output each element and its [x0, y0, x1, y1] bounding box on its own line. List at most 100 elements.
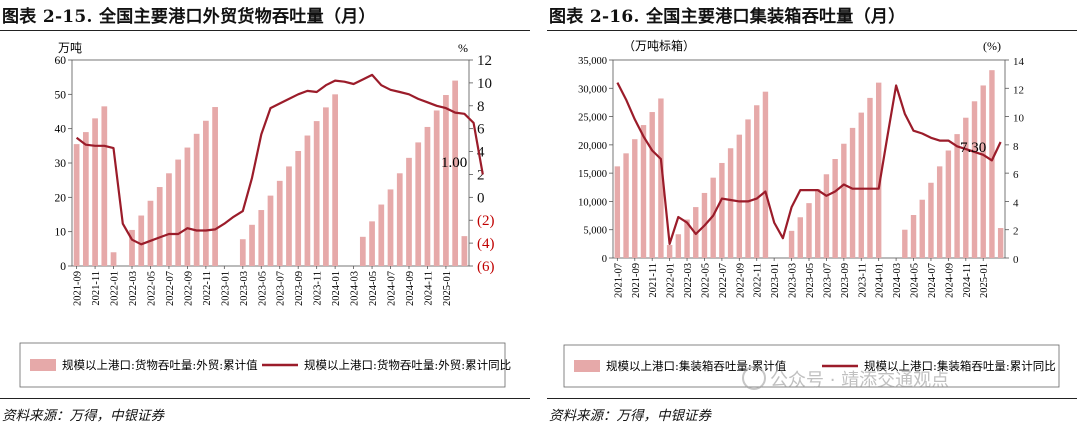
x-tick-label: 2022-01 — [666, 263, 677, 298]
right-tick-label: 4 — [477, 145, 485, 161]
x-tick-label: 2023-01 — [220, 271, 231, 306]
bar — [832, 159, 838, 258]
bar — [452, 80, 459, 266]
x-tick-label: 2023-07 — [822, 263, 833, 298]
x-tick-label: 2022-07 — [165, 271, 176, 306]
bar — [73, 144, 80, 266]
x-tick-label: 2024-11 — [962, 263, 973, 298]
watermark: 公众号 · 靖添交通观点 — [742, 366, 949, 392]
legend-line-label: 规模以上港口:货物吞吐量:外贸:累计同比 — [304, 358, 511, 372]
x-tick-label: 2023-03 — [239, 271, 250, 306]
bar — [649, 112, 655, 258]
left-tick-label: 60 — [55, 55, 67, 67]
bar — [849, 127, 856, 258]
bar — [406, 157, 412, 266]
bar — [719, 162, 725, 258]
bar — [997, 228, 1004, 258]
left-bottom-rule — [0, 398, 530, 399]
legend-bar-swatch — [574, 360, 600, 372]
bar — [954, 134, 960, 258]
left-tick-label: 20 — [55, 192, 67, 204]
bar — [267, 195, 274, 266]
right-tick-label: 6 — [1013, 169, 1019, 181]
x-tick-label: 2021-11 — [648, 263, 659, 298]
x-tick-label: 2023-05 — [257, 271, 268, 306]
x-tick-label: 2024-01 — [331, 271, 342, 306]
left-tick-label: 35,000 — [578, 56, 607, 67]
bar — [614, 166, 621, 258]
left-chart-title: 图表 2-15. 全国主要港口外贸货物吞吐量（月） — [2, 7, 376, 27]
x-tick-label: 2024-09 — [405, 271, 416, 306]
x-tick-label: 2023-11 — [313, 271, 324, 306]
x-tick-label: 2021-07 — [613, 263, 624, 298]
bar — [675, 234, 682, 258]
x-tick-label: 2022-09 — [735, 263, 746, 298]
bar — [658, 98, 664, 259]
bar — [203, 120, 209, 267]
left-chart: 万吨 % 0 10 20 30 40 50 60 (6) (4) (2) 0 2 4 6 8 10 12 1.00 20… — [19, 41, 511, 388]
bar — [754, 105, 760, 258]
left-tick-label: 0 — [60, 261, 66, 273]
right-tick-label: 10 — [477, 76, 492, 92]
bar — [461, 236, 468, 266]
bar — [980, 85, 986, 258]
x-tick-label: 2024-05 — [368, 271, 379, 306]
left-tick-label: 0 — [602, 254, 607, 265]
bar — [396, 173, 403, 266]
x-tick-label: 2021-09 — [631, 263, 642, 298]
bar — [323, 107, 329, 266]
right-axis-unit: % — [458, 41, 468, 55]
x-tick-label: 2024-07 — [387, 271, 398, 306]
bar — [910, 215, 917, 258]
bar — [212, 107, 218, 266]
legend-bar-swatch — [30, 359, 56, 371]
x-tick-label: 2024-11 — [423, 271, 434, 306]
bar — [184, 147, 191, 266]
left-tick-label: 15,000 — [578, 169, 607, 180]
right-source: 资料来源：万得，中银证券 — [549, 408, 711, 424]
bar — [797, 217, 803, 258]
bar — [841, 143, 847, 258]
bar — [823, 174, 830, 258]
bar — [175, 159, 182, 266]
x-tick-label: 2025-01 — [979, 263, 990, 298]
bar — [684, 219, 690, 258]
bar — [332, 94, 338, 266]
right-tick-label: 10 — [1013, 113, 1025, 125]
bar — [928, 182, 934, 258]
x-tick-label: 2023-05 — [805, 263, 816, 298]
bar — [945, 150, 952, 258]
left-tick-label: 30 — [55, 158, 67, 170]
x-tick-label: 2023-07 — [276, 271, 287, 306]
right-tick-label: 2 — [477, 167, 485, 183]
bar — [806, 203, 812, 258]
x-tick-label: 2022-03 — [128, 271, 139, 306]
right-tick-label: (2) — [477, 213, 495, 229]
bar — [858, 112, 864, 259]
right-tick-label: 2 — [1013, 226, 1019, 238]
left-axis-unit: （万吨标箱） — [623, 38, 695, 53]
bar — [762, 91, 769, 259]
legend-box — [563, 344, 1060, 388]
bar — [971, 101, 978, 258]
bar — [101, 106, 108, 266]
x-tick-label: 2024-03 — [350, 271, 361, 306]
right-tick-label: 0 — [477, 190, 485, 206]
bar — [82, 132, 89, 266]
x-tick-label: 2022-09 — [183, 271, 194, 306]
bar — [147, 200, 154, 266]
bar — [989, 70, 995, 258]
right-tick-label: (6) — [477, 259, 495, 275]
x-tick-label: 2022-07 — [718, 263, 729, 298]
bar — [632, 139, 638, 258]
right-tick-label: 0 — [1013, 254, 1019, 266]
x-tick-label: 2024-05 — [910, 263, 921, 298]
left-top-rule — [0, 30, 530, 31]
bar — [875, 82, 882, 258]
right-axis-unit: (%) — [983, 39, 1001, 53]
x-tick-label: 2023-11 — [857, 263, 868, 298]
x-tick-label: 2024-07 — [927, 263, 938, 298]
right-tick-label: 8 — [477, 99, 485, 115]
bar — [443, 95, 449, 267]
x-tick-label: 2022-03 — [683, 263, 694, 298]
